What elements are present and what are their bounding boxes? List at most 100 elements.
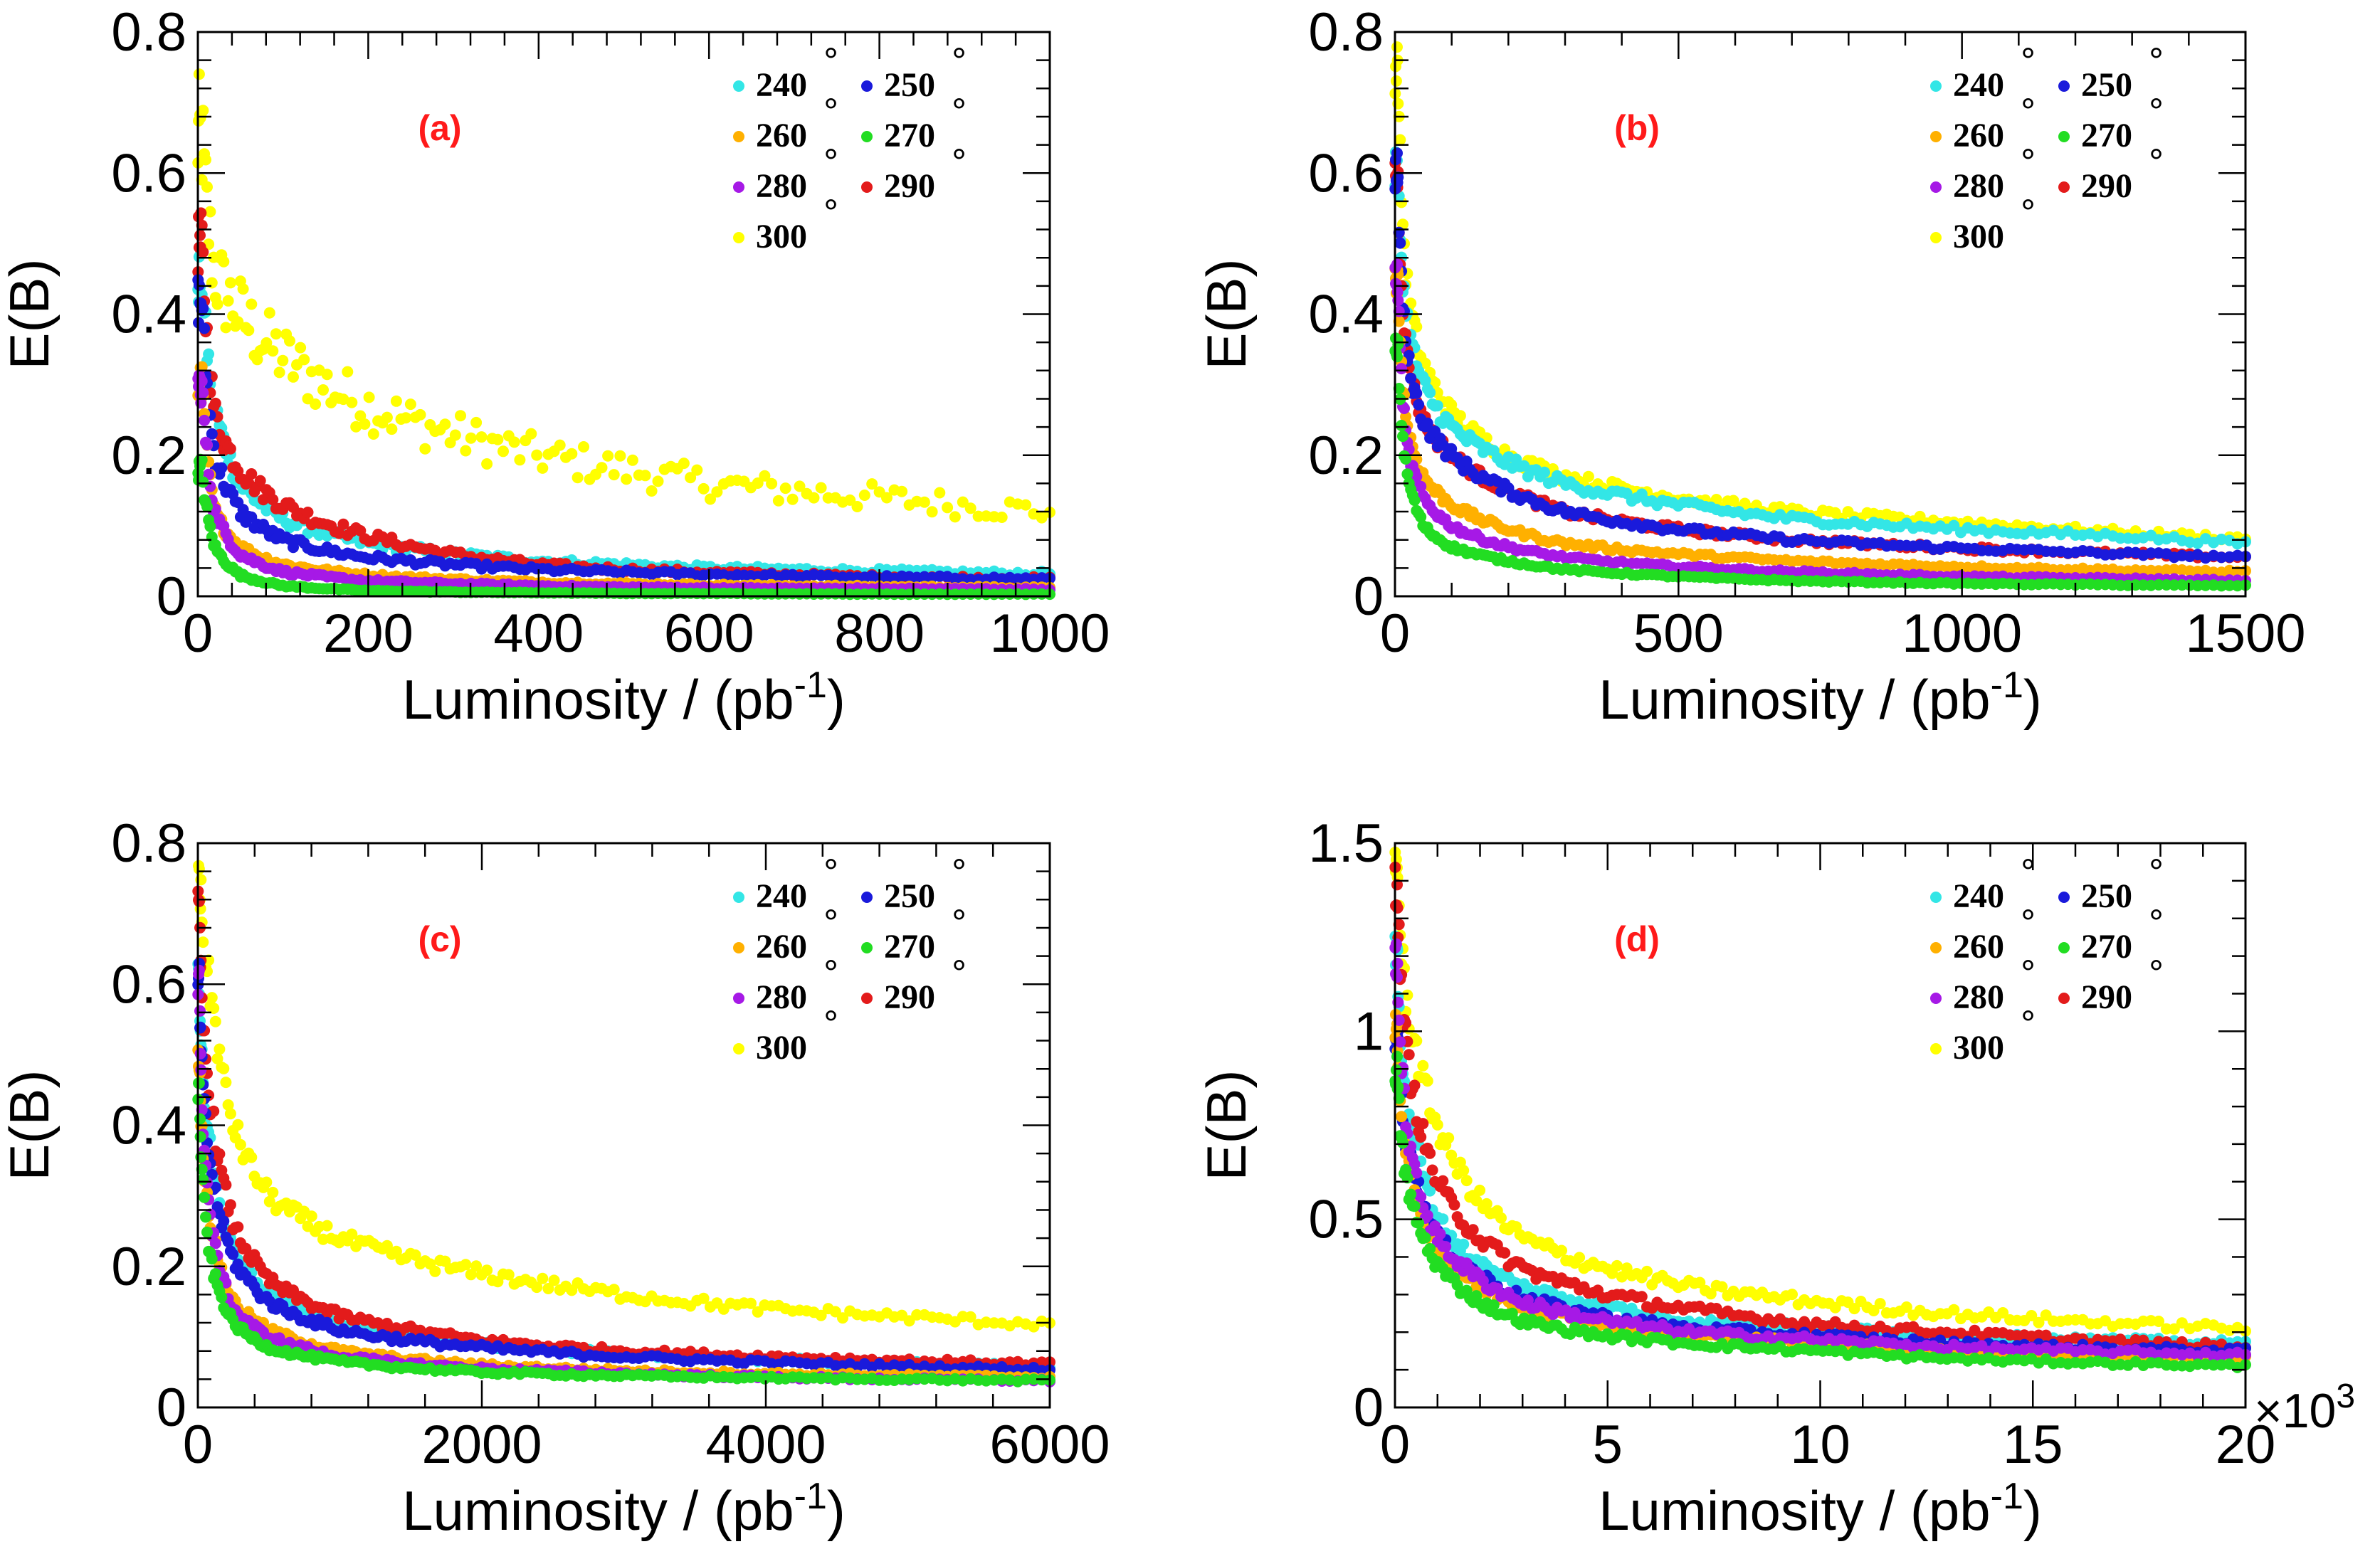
- data-point-300: [211, 298, 223, 310]
- data-point-300: [1716, 1281, 1728, 1293]
- data-point-300: [267, 345, 279, 357]
- data-point-300: [386, 423, 398, 435]
- legend-marker-300: [733, 1043, 744, 1054]
- data-point-300: [537, 1272, 549, 1284]
- legend-degree-symbol: °: [952, 852, 966, 889]
- data-point-280: [1391, 958, 1404, 969]
- data-point-290: [337, 518, 349, 530]
- data-point-300: [531, 449, 543, 461]
- x-tick-label: 4000: [705, 1415, 826, 1475]
- data-point-250: [209, 1181, 221, 1193]
- data-point-280: [1411, 1167, 1423, 1179]
- data-point-300: [2033, 1316, 2045, 1328]
- panel-label: (a): [418, 108, 461, 148]
- data-point-280: [1522, 1294, 1534, 1306]
- legend-label-270: 270: [884, 928, 935, 966]
- data-point-290: [214, 1148, 226, 1160]
- data-point-280: [194, 1047, 206, 1059]
- data-point-300: [460, 1259, 472, 1271]
- data-point-300: [288, 371, 299, 383]
- data-point-250: [194, 1022, 206, 1034]
- data-point-240: [1424, 1185, 1436, 1197]
- data-point-300: [1900, 1301, 1912, 1313]
- data-point-290: [1424, 1147, 1436, 1159]
- data-point-270: [204, 520, 216, 532]
- legend-label-240: 240: [756, 66, 807, 104]
- data-point-300: [881, 492, 892, 504]
- data-point-300: [419, 443, 431, 455]
- legend-label-260: 260: [756, 117, 807, 154]
- data-point-300: [566, 448, 578, 460]
- legend-degree-symbol: °: [952, 41, 966, 78]
- data-point-300: [502, 1269, 515, 1281]
- data-point-300: [1556, 1244, 1567, 1257]
- data-point-300: [475, 431, 488, 443]
- legend-label-260: 260: [1953, 117, 2004, 154]
- data-point-280: [1434, 1228, 1446, 1240]
- data-point-300: [367, 428, 379, 440]
- legend-label-250: 250: [884, 66, 935, 104]
- data-point-300: [1421, 1075, 1433, 1087]
- data-point-290: [209, 397, 221, 409]
- data-point-300: [697, 482, 710, 495]
- legend-degree-symbol: °: [2149, 41, 2163, 78]
- data-point-300: [678, 458, 690, 470]
- data-point-300: [1401, 989, 1413, 1001]
- data-point-290: [193, 895, 205, 907]
- legend-label-290: 290: [2081, 167, 2132, 205]
- data-point-300: [350, 421, 362, 433]
- data-point-270: [209, 1268, 221, 1280]
- data-point-300: [639, 470, 651, 482]
- data-point-270: [1393, 1092, 1405, 1104]
- data-point-280: [1394, 1036, 1406, 1048]
- legend-label-280: 280: [1953, 167, 2004, 205]
- data-point-300: [2168, 1323, 2180, 1335]
- data-point-290: [1426, 1164, 1438, 1176]
- data-point-300: [926, 506, 938, 518]
- data-point-300: [346, 396, 358, 408]
- data-point-270: [1397, 1137, 1408, 1149]
- data-point-300: [786, 493, 799, 505]
- legend-marker-250: [2058, 80, 2070, 92]
- data-point-300: [197, 105, 209, 117]
- data-point-300: [794, 480, 806, 492]
- data-point-300: [409, 1249, 421, 1261]
- legend-label-290: 290: [884, 167, 935, 205]
- data-point-300: [1495, 1212, 1507, 1224]
- y-tick-label: 0: [157, 1378, 186, 1438]
- data-point-300: [621, 473, 633, 485]
- data-point-250: [1036, 572, 1048, 584]
- y-tick-label: 0.2: [1308, 426, 1384, 486]
- data-point-290: [194, 229, 206, 241]
- chart-panel-1: 0 200 400 600 800 100000.20.40.60.8Luminosity…: [0, 2, 1110, 731]
- data-point-300: [263, 1195, 275, 1207]
- y-tick-label: 0.2: [111, 1237, 186, 1297]
- data-point-300: [766, 477, 778, 490]
- y-ticks: [198, 842, 1050, 1409]
- data-point-250: [206, 428, 218, 440]
- data-point-300: [2026, 1310, 2038, 1321]
- x-tick-label: 0: [1380, 603, 1410, 664]
- data-point-300: [220, 1077, 232, 1089]
- y-axis-title: E(B): [0, 1070, 60, 1181]
- legend-marker-280: [1930, 181, 1942, 193]
- y-ticks: [198, 31, 1050, 598]
- data-point-300: [298, 354, 310, 366]
- legend-marker-240: [1930, 80, 1942, 92]
- data-point-300: [295, 342, 307, 354]
- x-tick-label: 0: [183, 603, 213, 664]
- data-point-300: [193, 68, 205, 80]
- y-tick-label: 0.2: [111, 426, 186, 486]
- legend-degree-symbol: °: [2149, 142, 2163, 179]
- legend-marker-280: [733, 993, 744, 1004]
- data-point-270: [2199, 579, 2211, 591]
- data-point-300: [554, 439, 566, 451]
- data-point-300: [808, 492, 820, 504]
- y-tick-label: 0.8: [111, 813, 186, 874]
- data-point-270: [206, 1253, 218, 1265]
- data-point-300: [439, 418, 451, 430]
- x-tick-label: 2000: [421, 1415, 542, 1475]
- data-point-270: [194, 1113, 206, 1125]
- legend-degree-symbol: °: [824, 41, 838, 78]
